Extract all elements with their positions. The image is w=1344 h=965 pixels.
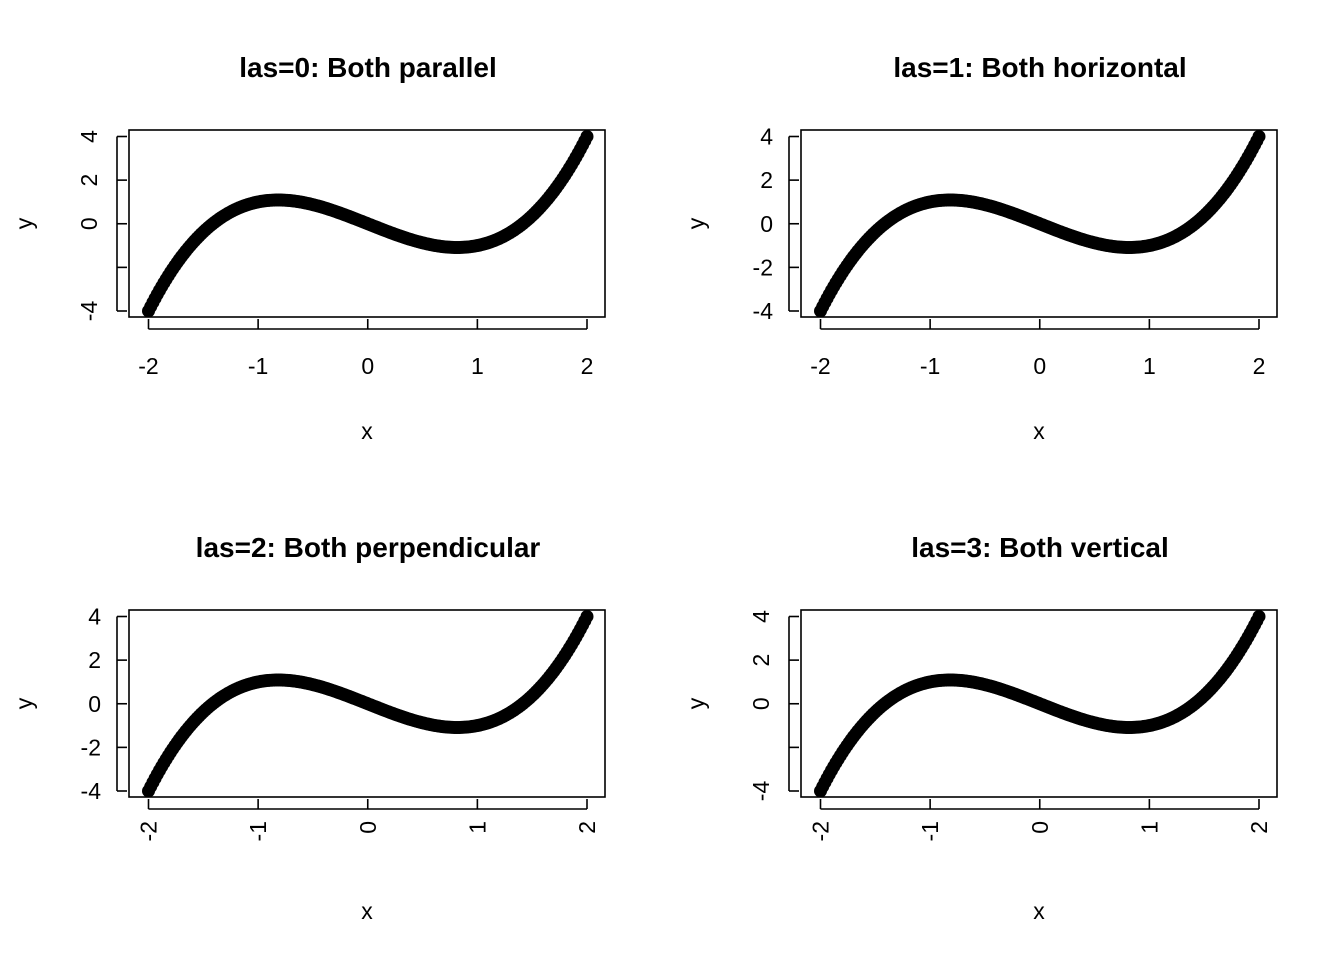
x-tick-label: 0: [361, 353, 374, 379]
x-tick-label: 2: [574, 821, 600, 834]
x-tick-label: 1: [471, 353, 484, 379]
chart-title: las=2: Both perpendicular: [196, 532, 541, 563]
y-tick-label: -4: [76, 301, 102, 322]
y-tick-label: 2: [760, 167, 773, 193]
chart-title: las=1: Both horizontal: [893, 52, 1186, 83]
x-tick-label: 2: [1246, 821, 1272, 834]
x-tick-label: 0: [355, 821, 381, 834]
y-axis-label: y: [11, 697, 37, 709]
y-tick-label: -4: [748, 781, 774, 802]
panel-0: las=0: Both parallel -2 -1 0 1 2 -4 0 2 4 x y: [11, 52, 606, 444]
y-tick-label: -4: [753, 298, 774, 324]
chart-title: las=3: Both vertical: [911, 532, 1169, 563]
data-point: [1252, 610, 1266, 623]
y-axis-label: y: [683, 697, 709, 709]
plot-box: [800, 609, 1278, 798]
x-axis-label: x: [1033, 418, 1045, 444]
x-tick-label: -1: [245, 821, 271, 841]
data-points: [814, 610, 1266, 798]
panel-2: las=2: Both perpendicular -2 -1 0 1 2 -4 -2 0 2 4 x…: [11, 532, 606, 924]
x-tick-label: 0: [1033, 353, 1046, 379]
data-point: [1252, 130, 1266, 143]
panel-3: las=3: Both vertical -2 -1 0 1 2 -4 0 2 4 x y: [683, 532, 1278, 924]
x-tick-label: 1: [464, 821, 490, 834]
y-tick-label: -4: [81, 778, 102, 804]
panel-1: las=1: Both horizontal -2 -1 0 1 2 -4 -2 0 2 4 x y: [683, 52, 1278, 444]
y-axis-label: y: [683, 217, 709, 229]
data-point: [580, 130, 594, 143]
x-axis-label: x: [361, 418, 373, 444]
plot-box: [128, 609, 606, 798]
y-tick-label: 4: [76, 130, 102, 143]
y-tick-label: 2: [76, 174, 102, 187]
y-tick-label: -2: [81, 734, 101, 760]
chart-title: las=0: Both parallel: [239, 52, 497, 83]
y-tick-label: 2: [88, 647, 101, 673]
data-points: [142, 610, 594, 798]
x-tick-label: -2: [136, 821, 162, 841]
data-points: [814, 130, 1266, 318]
x-tick-label: -1: [917, 821, 943, 841]
x-tick-label: -2: [808, 821, 834, 841]
data-point: [580, 610, 594, 623]
plot-box: [800, 129, 1278, 318]
y-tick-label: 0: [88, 691, 101, 717]
y-tick-label: 4: [760, 124, 773, 150]
x-axis-label: x: [1033, 898, 1045, 924]
x-axis-label: x: [361, 898, 373, 924]
y-tick-label: 0: [748, 697, 774, 710]
x-tick-label: -2: [810, 353, 830, 379]
y-tick-label: 4: [748, 610, 774, 623]
y-tick-label: 0: [76, 217, 102, 230]
data-points: [142, 130, 594, 318]
y-tick-label: 0: [760, 211, 773, 237]
x-tick-label: 2: [581, 353, 594, 379]
x-tick-label: -2: [138, 353, 158, 379]
plot-box: [128, 129, 606, 318]
y-tick-label: -2: [753, 254, 773, 280]
x-tick-label: 0: [1027, 821, 1053, 834]
x-tick-label: -1: [920, 353, 940, 379]
x-tick-label: 2: [1253, 353, 1266, 379]
x-tick-label: 1: [1136, 821, 1162, 834]
x-tick-label: -1: [248, 353, 268, 379]
y-axis-label: y: [11, 217, 37, 229]
y-tick-label: 2: [748, 654, 774, 667]
x-tick-label: 1: [1143, 353, 1156, 379]
y-tick-label: 4: [88, 604, 101, 630]
